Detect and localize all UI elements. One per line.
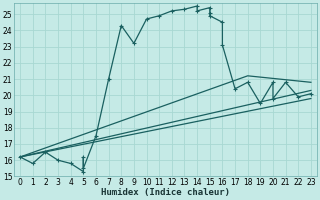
X-axis label: Humidex (Indice chaleur): Humidex (Indice chaleur) [101, 188, 230, 197]
